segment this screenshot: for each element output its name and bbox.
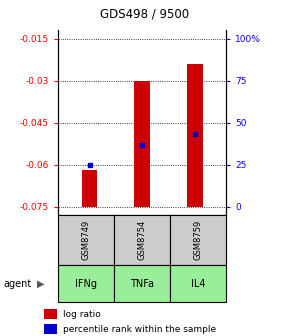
Bar (170, 265, 226, 302)
Bar (82, 170, 97, 207)
Bar (44, 324, 57, 335)
Text: TNFa: TNFa (130, 279, 154, 289)
Text: GSM8749: GSM8749 (81, 220, 90, 260)
Bar (58, 215, 114, 265)
Text: ▶: ▶ (37, 279, 44, 289)
Bar (134, 81, 150, 207)
Text: log ratio: log ratio (63, 310, 101, 319)
Text: agent: agent (3, 279, 31, 289)
Bar (114, 265, 170, 302)
Bar (170, 215, 226, 265)
Text: percentile rank within the sample: percentile rank within the sample (63, 325, 216, 334)
Text: GSM8754: GSM8754 (137, 220, 147, 260)
Bar (44, 309, 57, 319)
Bar (187, 64, 202, 207)
Text: IL4: IL4 (191, 279, 205, 289)
Text: IFNg: IFNg (75, 279, 97, 289)
Text: GSM8759: GSM8759 (194, 220, 203, 260)
Bar (114, 215, 170, 265)
Bar (58, 265, 114, 302)
Text: GDS498 / 9500: GDS498 / 9500 (100, 7, 190, 20)
